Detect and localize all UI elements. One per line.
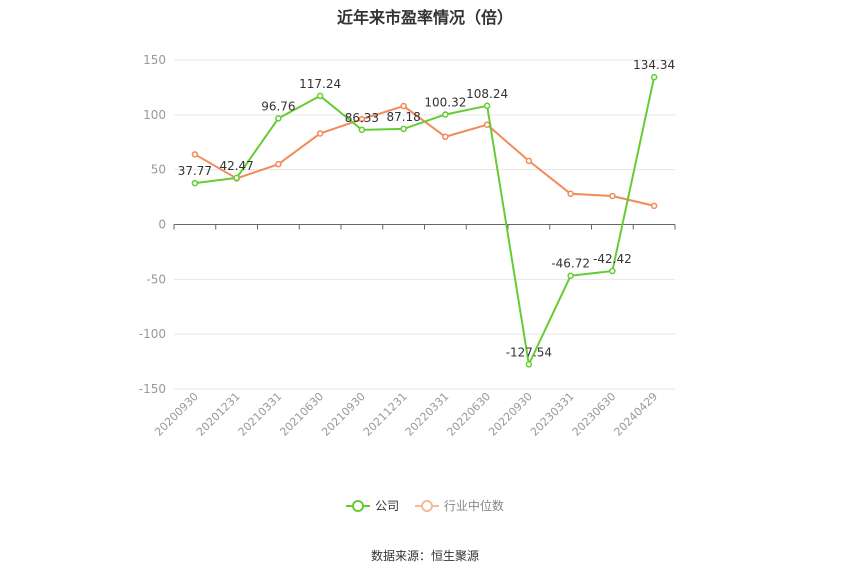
x-tick-label: 20211231 xyxy=(361,390,410,439)
industry-median-data-point xyxy=(650,202,658,210)
x-tick-label: 20240429 xyxy=(611,390,660,439)
legend-company-marker xyxy=(346,499,371,512)
legend-item-company[interactable]: 公司 xyxy=(346,497,399,514)
company-data-label: 37.77 xyxy=(178,164,212,178)
company-data-label: 117.24 xyxy=(299,77,341,91)
industry-median-data-point xyxy=(609,192,616,200)
industry-median-data-point xyxy=(525,157,533,165)
legend-industry-marker xyxy=(414,499,439,512)
industry-median-data-point xyxy=(442,133,449,141)
y-tick-label: 150 xyxy=(143,53,166,67)
company-data-label: -42.42 xyxy=(593,252,632,266)
x-tick-label: 20210331 xyxy=(236,390,285,439)
company-data-label: -46.72 xyxy=(551,257,590,271)
industry-median-data-point xyxy=(316,130,324,137)
y-tick-label: 50 xyxy=(151,163,166,177)
company-data-point xyxy=(316,92,324,100)
company-data-point xyxy=(442,111,449,118)
company-data-point xyxy=(483,102,491,110)
company-data-label: 100.32 xyxy=(424,95,466,109)
industry-median-data-point xyxy=(191,151,199,158)
company-data-point xyxy=(567,272,574,279)
company-data-point xyxy=(609,267,616,275)
y-tick-label: -150 xyxy=(139,382,166,396)
x-tick-label: 20220630 xyxy=(444,390,493,439)
x-tick-label: 20200930 xyxy=(152,390,201,439)
legend-industry-label: 行业中位数 xyxy=(443,499,504,513)
data-source: 数据来源：恒生聚源 xyxy=(370,549,479,563)
company-data-label: -127.54 xyxy=(506,345,552,359)
company-data-label: 134.34 xyxy=(633,58,675,72)
company-series-line xyxy=(194,76,656,366)
y-tick-label: 0 xyxy=(158,218,166,232)
x-tick-label: 20220930 xyxy=(486,390,535,439)
company-data-point xyxy=(358,126,366,134)
y-tick-label: -50 xyxy=(146,272,166,286)
legend-company-label: 公司 xyxy=(375,499,400,513)
x-tick-label: 20230331 xyxy=(528,390,577,439)
industry-median-data-point xyxy=(400,102,407,110)
x-tick-label: 20210930 xyxy=(319,390,368,439)
company-data-point xyxy=(400,125,407,133)
industry-median-data-point xyxy=(483,121,491,128)
company-data-point xyxy=(525,361,533,368)
company-data-label: 96.76 xyxy=(261,99,295,113)
data-labels: 37.77 42.47 96.76 117.24 86.33 87.18 100.32108… xyxy=(178,58,675,359)
x-tick-label: 20230630 xyxy=(570,390,619,439)
series-layer xyxy=(191,73,658,368)
company-data-label: 42.47 xyxy=(219,159,253,173)
industry-median-data-point xyxy=(567,190,574,198)
company-data-label: 86.33 xyxy=(345,111,379,125)
industry-median-data-point xyxy=(275,160,282,168)
x-tick-label: 20210630 xyxy=(277,390,326,439)
company-data-point xyxy=(191,179,199,187)
x-tick-label: 20201231 xyxy=(194,390,243,439)
legend: 公司 行业中位数 xyxy=(0,497,850,515)
company-data-point xyxy=(233,174,240,182)
company-data-point xyxy=(275,115,282,122)
chart-title: 近年来市盈率情况（倍） xyxy=(336,8,513,27)
legend-item-industry-median[interactable]: 行业中位数 xyxy=(414,497,504,514)
company-data-label: 87.18 xyxy=(386,110,420,124)
company-data-point xyxy=(650,73,658,81)
x-tick-label: 20220331 xyxy=(403,390,452,439)
y-axis: 150 100 50 0 -50 -100 -150 xyxy=(139,53,166,396)
industry-median-data-point xyxy=(358,115,366,123)
y-tick-label: -100 xyxy=(139,327,166,341)
company-data-label: 108.24 xyxy=(466,87,508,101)
y-tick-label: 100 xyxy=(143,108,166,122)
